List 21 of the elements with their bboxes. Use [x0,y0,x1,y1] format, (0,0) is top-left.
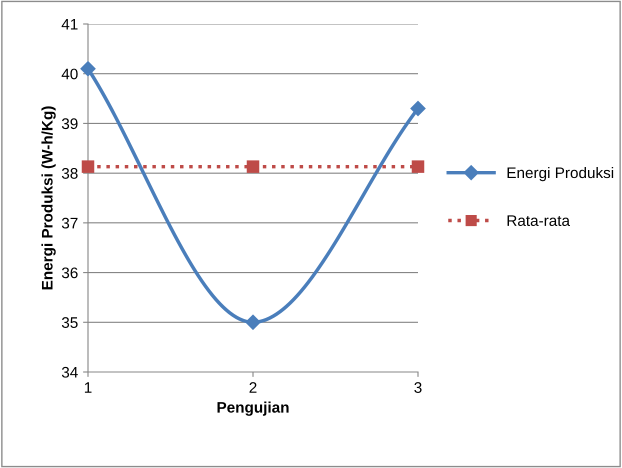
y-axis-title: Energi Produksi (W-h/Kg) [41,106,56,290]
point [246,160,260,173]
point [410,100,426,116]
y-tick-label: 38 [62,168,78,179]
legend-label: Energi Produksi [508,166,614,182]
point [412,160,424,173]
y-tick-label: 37 [62,218,78,229]
y-tick-label: 41 [62,19,78,30]
y-tick-label: 35 [62,317,78,328]
point [245,314,261,330]
x-tick-label: 3 [414,382,422,393]
point [80,61,96,76]
y-tick-label: 40 [62,68,78,80]
legend-label: Rata-rata [508,215,570,226]
x-axis-title: Pengujian [218,402,289,416]
y-tick-label: 36 [62,267,78,278]
x-tick-label: 1 [84,382,92,393]
y-tick-label: 34 [62,366,78,378]
point [82,160,94,173]
y-tick-label: 39 [62,118,78,130]
x-tick-label: 2 [250,382,256,393]
